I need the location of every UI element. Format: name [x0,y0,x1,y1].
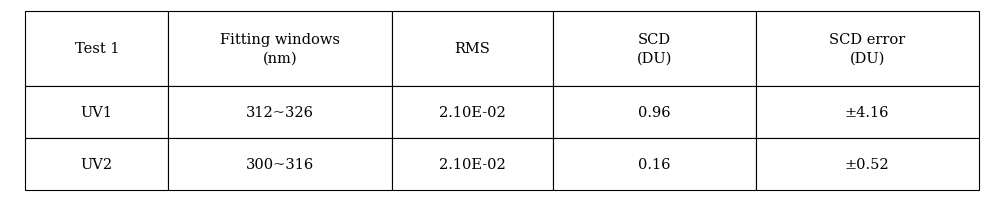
Bar [391,86,553,138]
Bar [553,138,755,190]
Bar [553,86,755,138]
Text: RMS: RMS [454,42,489,56]
Text: Test 1: Test 1 [74,42,119,56]
Text: 300~316: 300~316 [246,157,314,171]
Text: 2.10E-02: 2.10E-02 [438,157,506,171]
Text: 312~326: 312~326 [246,105,314,119]
Text: Fitting windows
(nm): Fitting windows (nm) [220,33,340,65]
Bar [25,12,169,86]
Bar [25,138,169,190]
Bar [755,12,978,86]
Text: ±4.16: ±4.16 [845,105,889,119]
Text: ±0.52: ±0.52 [845,157,889,171]
Text: SCD
(DU): SCD (DU) [636,33,671,65]
Text: UV1: UV1 [80,105,112,119]
Text: UV2: UV2 [80,157,112,171]
Bar [755,138,978,190]
Bar [553,12,755,86]
Bar [169,12,391,86]
Bar [755,86,978,138]
Text: SCD error
(DU): SCD error (DU) [828,33,905,65]
Bar [169,138,391,190]
Bar [391,138,553,190]
Bar [391,12,553,86]
Bar [169,86,391,138]
Text: 2.10E-02: 2.10E-02 [438,105,506,119]
Text: 0.96: 0.96 [637,105,670,119]
Bar [25,86,169,138]
Text: 0.16: 0.16 [637,157,670,171]
